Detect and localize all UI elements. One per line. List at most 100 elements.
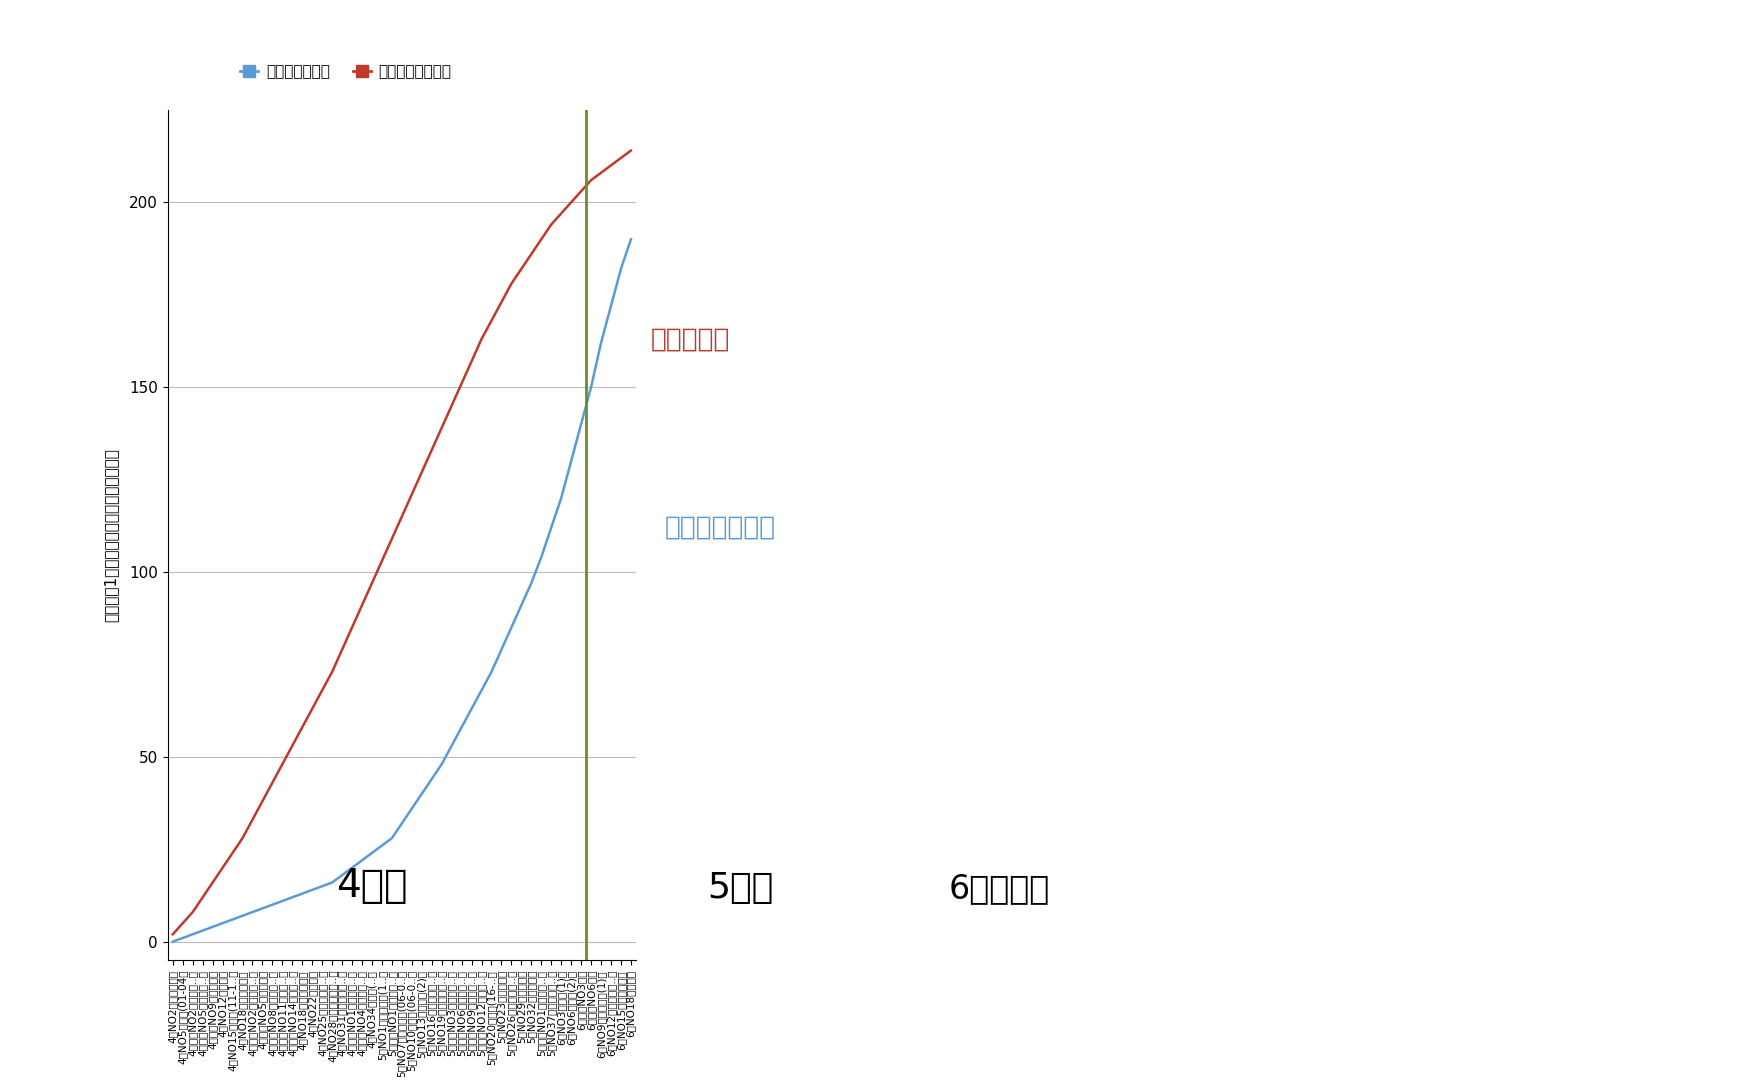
基礎的なポイント <box>481 314 502 328</box>
Text: 6年生前半: 6年生前半 <box>948 871 1050 904</box>
入試通用レベル <box>411 787 432 800</box>
基礎的なポイント <box>511 262 532 275</box>
入試通用レベル <box>620 233 641 246</box>
入試通用レベル <box>601 299 622 312</box>
基礎的なポイント <box>203 876 224 889</box>
Text: 基礎レベル: 基礎レベル <box>650 327 731 352</box>
Line: 入試通用レベル: 入試通用レベル <box>173 239 631 941</box>
入試通用レベル <box>331 868 352 881</box>
基礎的なポイント <box>552 206 573 219</box>
入試通用レベル <box>381 832 402 845</box>
入試通用レベル <box>222 913 243 926</box>
基礎的なポイント <box>522 248 543 261</box>
入試通用レベル <box>560 454 581 467</box>
Text: 4年生: 4年生 <box>337 867 407 904</box>
基礎的なポイント <box>601 158 622 171</box>
入試通用レベル <box>301 883 322 897</box>
入試通用レベル <box>312 880 333 893</box>
基礎的なポイント <box>440 399 462 412</box>
基礎的なポイント <box>620 144 641 157</box>
基礎的なポイント <box>192 891 213 904</box>
基礎的なポイント <box>381 532 402 545</box>
基礎的なポイント <box>470 333 492 346</box>
入試通用レベル <box>173 931 194 945</box>
基礎的なポイント <box>571 185 592 198</box>
基礎的なポイント <box>432 422 453 435</box>
入試通用レベル <box>391 817 412 830</box>
入試通用レベル <box>580 381 601 394</box>
入試通用レベル <box>590 336 611 349</box>
入試通用レベル <box>522 577 543 590</box>
Text: 入試通用レベル: 入試通用レベル <box>664 514 775 541</box>
基礎的なポイント <box>241 814 263 827</box>
入試通用レベル <box>372 839 393 852</box>
基礎的なポイント <box>222 846 243 859</box>
入試通用レベル <box>263 898 284 911</box>
基礎的なポイント <box>590 166 611 179</box>
基礎的なポイント <box>292 721 314 734</box>
入試通用レベル <box>342 862 363 875</box>
入試通用レベル <box>541 521 562 534</box>
基礎的なポイント <box>282 739 303 752</box>
Legend: 入試通用レベル, 基礎的なポイント: 入試通用レベル, 基礎的なポイント <box>234 58 458 85</box>
基礎的なポイント <box>411 465 432 478</box>
入試通用レベル <box>241 905 263 918</box>
入試通用レベル <box>321 876 342 889</box>
基礎的なポイント <box>500 277 522 290</box>
基礎的なポイント <box>351 598 372 612</box>
基礎的なポイント <box>492 296 513 309</box>
入試通用レベル <box>552 491 573 505</box>
入試通用レベル <box>440 739 462 752</box>
Y-axis label: 今までに1回以上テキストで掲載された数: 今までに1回以上テキストで掲載された数 <box>104 448 118 622</box>
入試通用レベル <box>421 772 442 785</box>
入試通用レベル <box>351 854 372 867</box>
基礎的なポイント <box>402 488 423 501</box>
基礎的なポイント <box>421 443 442 456</box>
基礎的なポイント <box>271 758 292 771</box>
基礎的なポイント <box>610 152 631 165</box>
入試通用レベル <box>432 758 453 771</box>
基礎的なポイント <box>451 377 472 390</box>
Line: 基礎的なポイント: 基礎的なポイント <box>173 151 631 935</box>
基礎的なポイント <box>560 195 581 209</box>
基礎的なポイント <box>263 776 284 790</box>
入試通用レベル <box>282 891 303 904</box>
入試通用レベル <box>292 887 314 900</box>
入試通用レベル <box>181 928 203 941</box>
入試通用レベル <box>361 846 382 859</box>
入試通用レベル <box>511 598 532 612</box>
基礎的なポイント <box>391 510 412 523</box>
入試通用レベル <box>481 665 502 678</box>
入試通用レベル <box>271 894 292 907</box>
入試通用レベル <box>192 924 213 937</box>
基礎的なポイント <box>181 905 203 918</box>
基礎的なポイント <box>211 862 233 875</box>
基礎的なポイント <box>530 233 552 246</box>
入試通用レベル <box>462 702 483 715</box>
基礎的なポイント <box>301 702 322 715</box>
基礎的なポイント <box>233 832 254 845</box>
入試通用レベル <box>211 916 233 929</box>
基礎的なポイント <box>173 916 194 929</box>
基礎的なポイント <box>252 795 273 808</box>
入試通用レベル <box>492 643 513 656</box>
入試通用レベル <box>470 684 492 697</box>
基礎的なポイント <box>342 621 363 634</box>
基礎的なポイント <box>580 174 601 187</box>
入試通用レベル <box>402 802 423 815</box>
基礎的なポイント <box>462 355 483 368</box>
基礎的なポイント <box>321 665 342 678</box>
基礎的なポイント <box>162 928 183 941</box>
入試通用レベル <box>233 910 254 923</box>
基礎的なポイント <box>331 643 352 656</box>
基礎的なポイント <box>361 577 382 590</box>
基礎的なポイント <box>372 555 393 568</box>
入試通用レベル <box>571 417 592 430</box>
入試通用レベル <box>530 550 552 563</box>
入試通用レベル <box>252 902 273 915</box>
入試通用レベル <box>203 921 224 934</box>
基礎的なポイント <box>541 218 562 232</box>
入試通用レベル <box>162 935 183 948</box>
基礎的なポイント <box>312 684 333 697</box>
入試通用レベル <box>500 621 522 634</box>
